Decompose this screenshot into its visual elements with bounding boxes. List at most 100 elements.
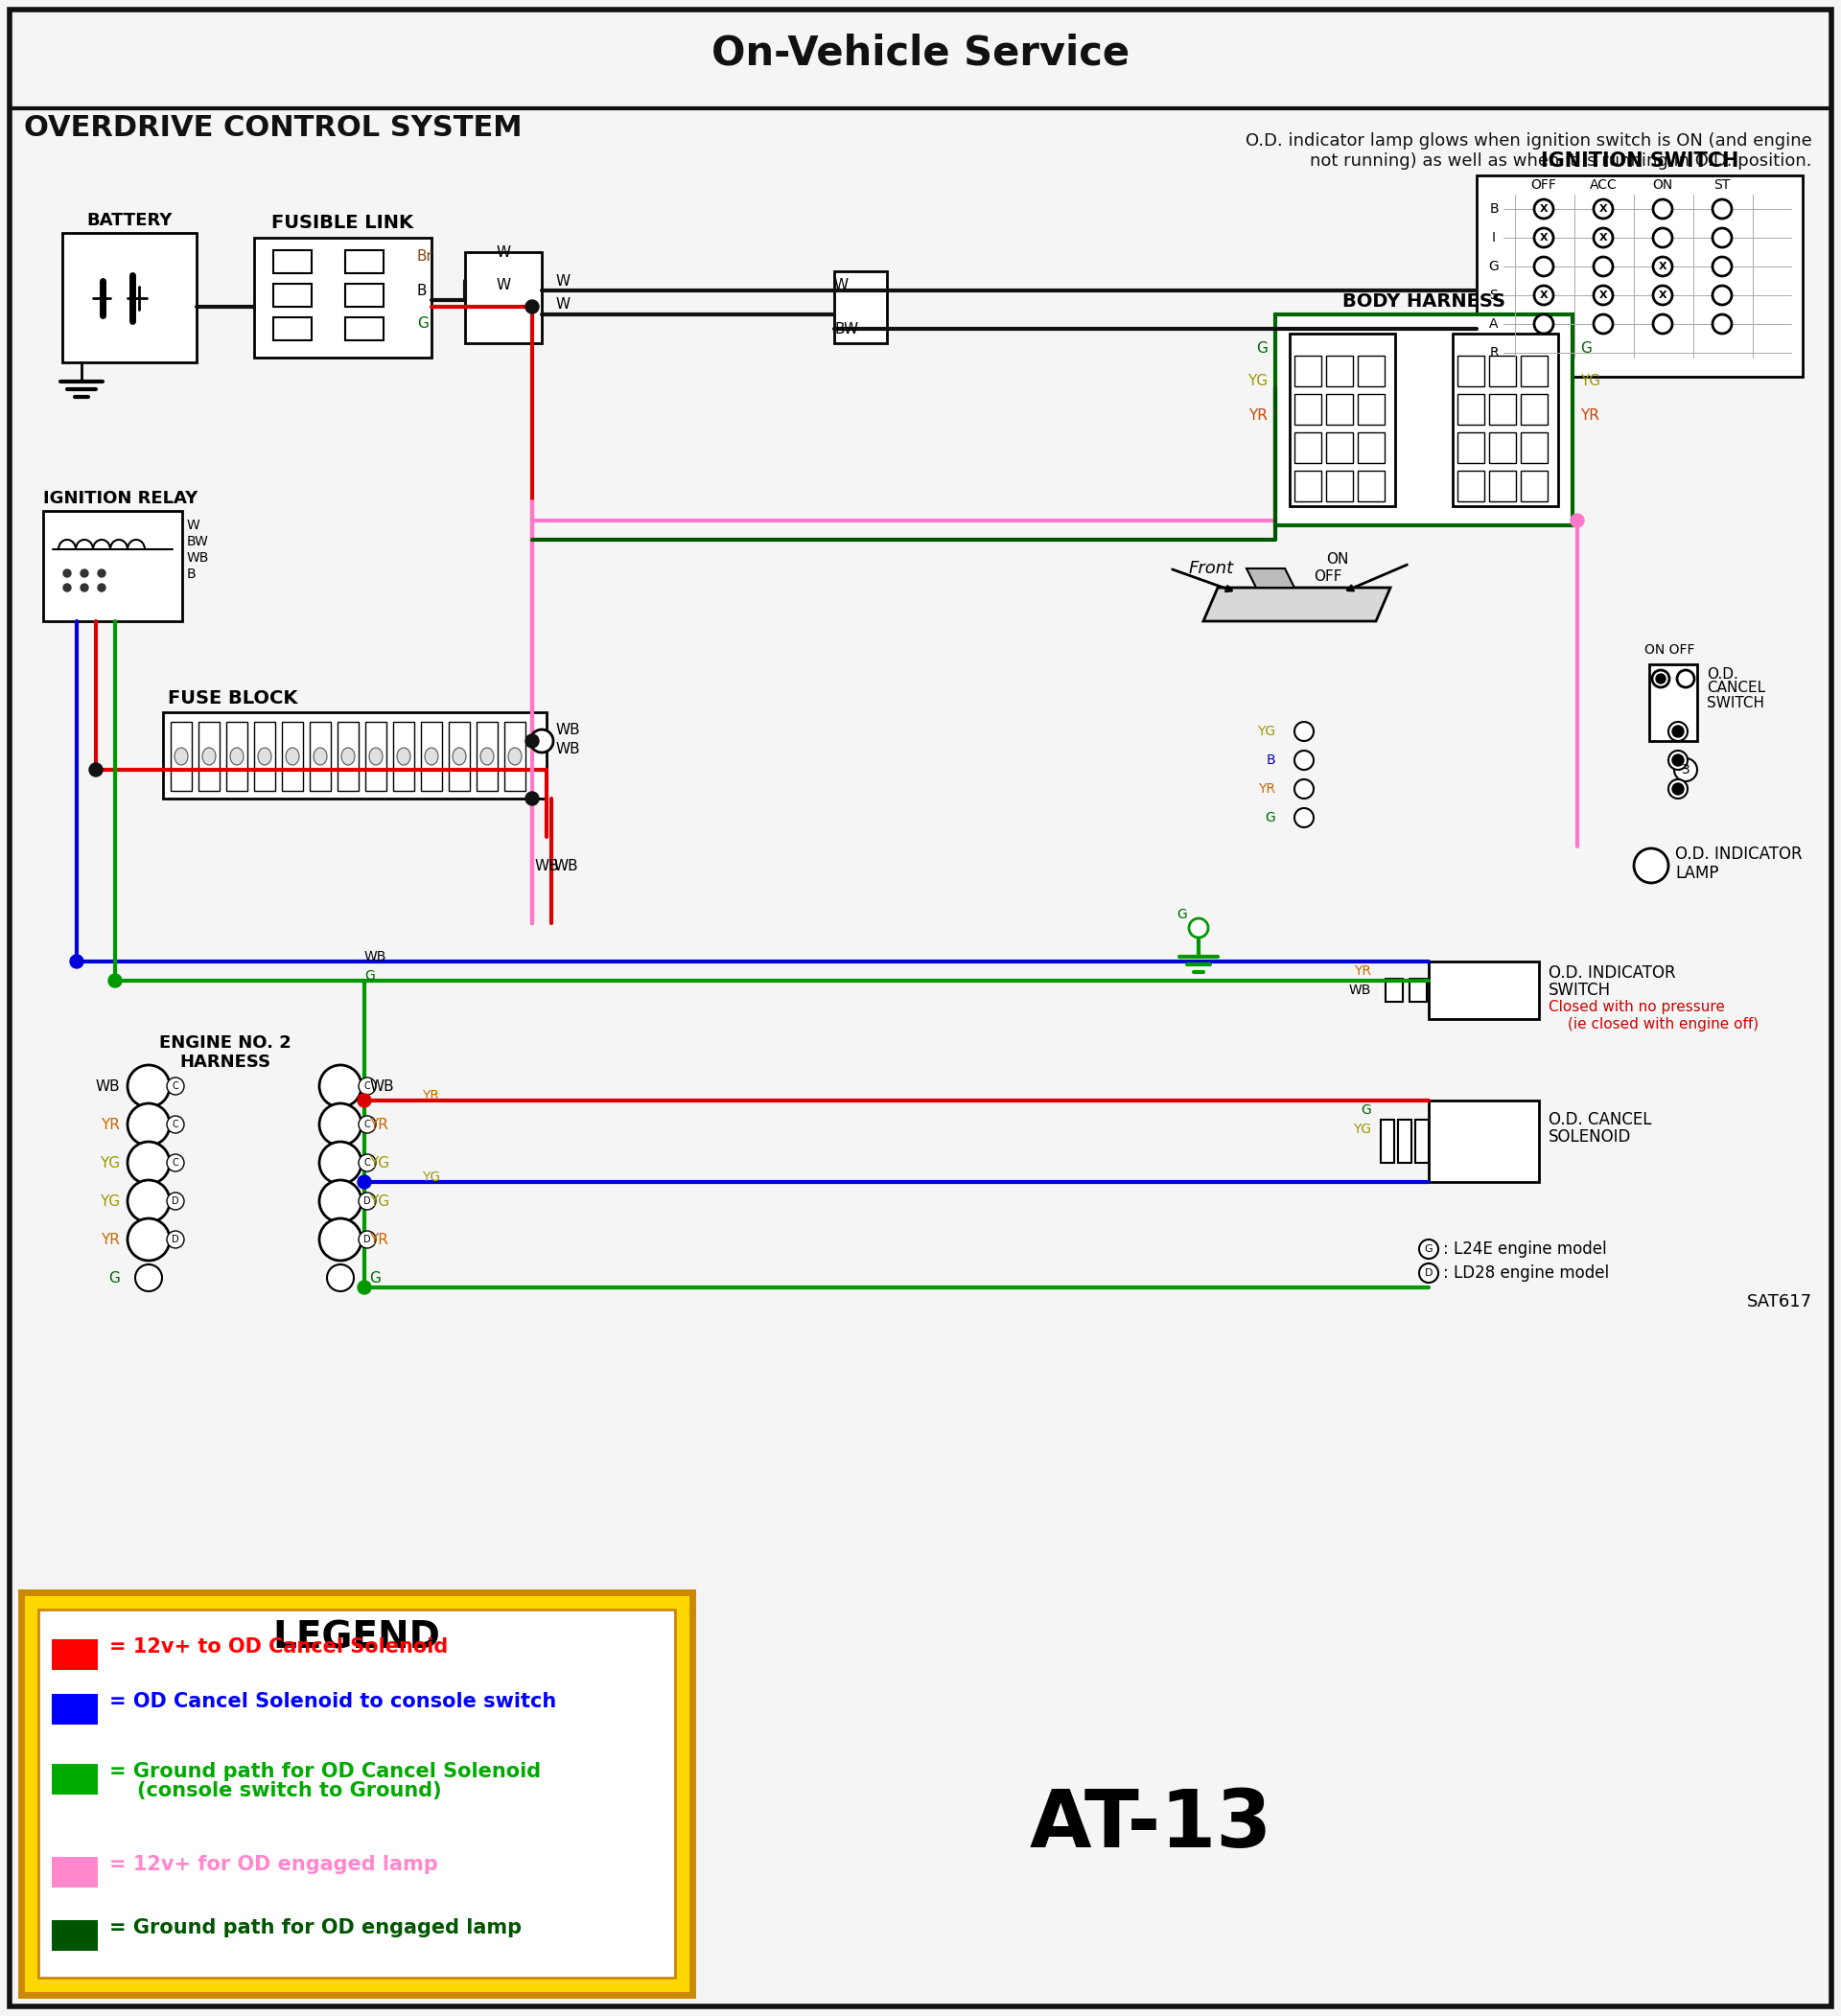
Circle shape bbox=[525, 300, 539, 312]
Bar bbox=[39, 1609, 676, 1978]
Text: IGNITION SWITCH: IGNITION SWITCH bbox=[1541, 151, 1738, 171]
Text: YR: YR bbox=[101, 1117, 120, 1131]
Bar bbox=[1458, 431, 1484, 464]
Bar bbox=[834, 272, 887, 343]
Bar bbox=[504, 722, 525, 790]
Circle shape bbox=[168, 1155, 184, 1171]
Circle shape bbox=[1534, 200, 1554, 218]
Circle shape bbox=[109, 974, 122, 988]
Bar bbox=[1294, 355, 1322, 387]
Text: D: D bbox=[363, 1195, 370, 1206]
Text: SWITCH: SWITCH bbox=[1548, 982, 1611, 998]
Text: C: C bbox=[365, 1081, 370, 1091]
Ellipse shape bbox=[481, 748, 493, 764]
Text: = Ground path for OD Cancel Solenoid: = Ground path for OD Cancel Solenoid bbox=[109, 1762, 541, 1780]
Text: YG: YG bbox=[99, 1193, 120, 1208]
Text: W: W bbox=[188, 518, 201, 532]
Bar bbox=[449, 722, 469, 790]
Text: W: W bbox=[834, 278, 849, 292]
Bar bbox=[1650, 665, 1697, 742]
Bar bbox=[477, 722, 497, 790]
Text: WB: WB bbox=[1349, 984, 1372, 998]
Text: D: D bbox=[171, 1234, 179, 1244]
Text: YG: YG bbox=[1248, 375, 1268, 389]
Text: : L24E engine model: : L24E engine model bbox=[1443, 1240, 1607, 1258]
Circle shape bbox=[530, 730, 554, 752]
Text: S: S bbox=[1489, 288, 1499, 302]
Bar bbox=[346, 317, 383, 341]
Text: B: B bbox=[1489, 202, 1499, 216]
Bar bbox=[272, 284, 311, 306]
Bar bbox=[466, 252, 541, 343]
Text: 3: 3 bbox=[1681, 764, 1690, 776]
Circle shape bbox=[1419, 1264, 1438, 1282]
Text: YG: YG bbox=[422, 1171, 440, 1183]
Text: B: B bbox=[418, 284, 427, 298]
Bar bbox=[1429, 962, 1539, 1018]
Circle shape bbox=[1712, 256, 1732, 276]
Text: WB: WB bbox=[536, 859, 560, 873]
Circle shape bbox=[1712, 286, 1732, 304]
Ellipse shape bbox=[258, 748, 271, 764]
Text: (ie closed with engine off): (ie closed with engine off) bbox=[1569, 1018, 1758, 1032]
Text: O.D. INDICATOR: O.D. INDICATOR bbox=[1548, 964, 1675, 982]
Circle shape bbox=[168, 1077, 184, 1095]
Circle shape bbox=[359, 1155, 376, 1171]
Text: Br: Br bbox=[418, 250, 433, 264]
Circle shape bbox=[1635, 849, 1668, 883]
Ellipse shape bbox=[230, 748, 243, 764]
Ellipse shape bbox=[285, 748, 298, 764]
Bar bbox=[1453, 333, 1557, 506]
Ellipse shape bbox=[313, 748, 328, 764]
Circle shape bbox=[357, 1175, 372, 1189]
Text: YR: YR bbox=[1580, 407, 1600, 421]
Circle shape bbox=[359, 1232, 376, 1248]
Circle shape bbox=[1534, 228, 1554, 248]
Text: C: C bbox=[173, 1081, 179, 1091]
Bar bbox=[1359, 355, 1384, 387]
Text: R: R bbox=[1489, 347, 1499, 359]
Text: SAT617: SAT617 bbox=[1747, 1292, 1812, 1310]
Bar bbox=[1458, 470, 1484, 502]
Text: ON: ON bbox=[1653, 177, 1673, 192]
Text: FUSIBLE LINK: FUSIBLE LINK bbox=[271, 214, 412, 232]
Text: O.D.: O.D. bbox=[1707, 667, 1738, 681]
Bar bbox=[272, 250, 311, 274]
Circle shape bbox=[127, 1064, 169, 1107]
Text: D: D bbox=[1425, 1268, 1432, 1278]
Bar bbox=[1429, 1101, 1539, 1181]
Circle shape bbox=[1712, 200, 1732, 218]
Text: CANCEL: CANCEL bbox=[1707, 681, 1766, 696]
Circle shape bbox=[1672, 726, 1685, 738]
Text: X: X bbox=[1659, 262, 1666, 272]
Circle shape bbox=[1294, 722, 1314, 742]
Circle shape bbox=[1594, 228, 1613, 248]
Circle shape bbox=[1668, 780, 1688, 798]
Text: WB: WB bbox=[370, 1079, 394, 1093]
Bar bbox=[309, 722, 331, 790]
Circle shape bbox=[1189, 919, 1208, 937]
Circle shape bbox=[1672, 754, 1685, 766]
Text: Closed with no pressure: Closed with no pressure bbox=[1548, 1000, 1725, 1014]
Text: SOLENOID: SOLENOID bbox=[1548, 1129, 1631, 1145]
Circle shape bbox=[1534, 314, 1554, 333]
Text: LAMP: LAMP bbox=[1675, 865, 1719, 881]
Ellipse shape bbox=[453, 748, 466, 764]
Circle shape bbox=[1668, 722, 1688, 742]
Circle shape bbox=[1594, 314, 1613, 333]
Text: I: I bbox=[1491, 232, 1495, 244]
Text: ACC: ACC bbox=[1589, 177, 1616, 192]
Bar bbox=[20, 1593, 692, 1996]
Text: = Ground path for OD engaged lamp: = Ground path for OD engaged lamp bbox=[109, 1917, 521, 1937]
Ellipse shape bbox=[175, 748, 188, 764]
Text: WB: WB bbox=[554, 859, 578, 873]
Circle shape bbox=[359, 1115, 376, 1133]
Text: G: G bbox=[1256, 341, 1268, 355]
Text: = 12v+ to OD Cancel Solenoid: = 12v+ to OD Cancel Solenoid bbox=[109, 1637, 447, 1657]
Bar bbox=[1326, 470, 1353, 502]
Bar bbox=[52, 1639, 98, 1669]
Bar bbox=[1294, 393, 1322, 425]
Circle shape bbox=[81, 585, 88, 591]
Circle shape bbox=[525, 792, 539, 804]
Text: D: D bbox=[171, 1195, 179, 1206]
